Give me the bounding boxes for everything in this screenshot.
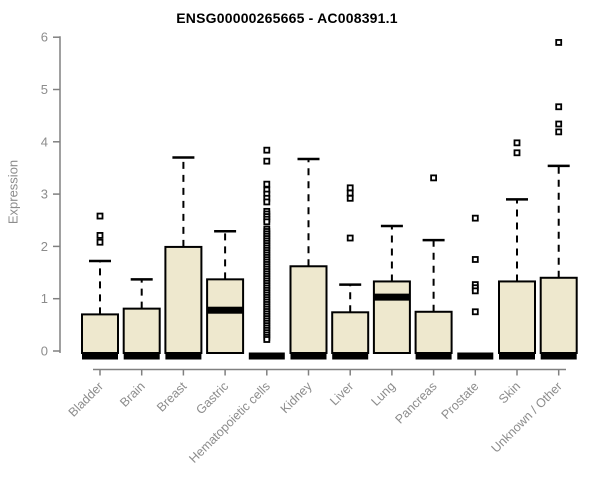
median-line	[82, 352, 118, 360]
chart-title: ENSG00000265665 - AC008391.1	[176, 10, 398, 26]
outlier-point	[471, 308, 479, 316]
outlier-point	[346, 184, 354, 192]
y-tick-label: 0	[41, 344, 48, 359]
x-tick-label: Hematopoietic cells	[186, 379, 273, 466]
box-lung	[372, 280, 411, 355]
outlier-point	[96, 238, 104, 246]
outlier-point	[555, 128, 563, 136]
y-tick-label: 4	[41, 134, 48, 149]
x-tick-label: Lung	[368, 379, 398, 409]
box-bladder	[81, 313, 119, 355]
outlier-point	[263, 218, 271, 226]
x-tick-label: Liver	[327, 379, 356, 408]
x-tick-label: Breast	[154, 379, 190, 415]
y-tick-label: 1	[41, 291, 48, 306]
median-line	[415, 352, 452, 360]
outlier-point	[555, 39, 563, 46]
x-tick-label: Pancreas	[392, 379, 439, 426]
x-tick-label: Prostate	[439, 379, 482, 422]
box-brain	[122, 307, 161, 354]
x-tick-label: Brain	[117, 379, 148, 410]
median-line	[248, 352, 285, 360]
outlier-point	[263, 336, 271, 343]
box-gastric	[206, 278, 245, 354]
outlier-point	[346, 194, 354, 202]
outlier-point	[513, 139, 521, 147]
box-breast	[164, 245, 203, 355]
y-tick-label: 3	[41, 187, 48, 202]
x-tick-label: Kidney	[278, 379, 315, 416]
box-skin	[498, 280, 536, 355]
x-tick-label: Skin	[496, 379, 523, 406]
median-line	[332, 352, 369, 360]
box-pancreas	[414, 310, 453, 354]
outlier-point	[430, 174, 438, 182]
outlier-point	[96, 212, 104, 220]
outlier-point	[346, 189, 354, 197]
outlier-point	[471, 256, 479, 263]
outlier-point	[263, 157, 271, 165]
median-line	[373, 293, 410, 301]
outlier-point	[263, 180, 271, 188]
y-tick-label: 5	[41, 82, 48, 97]
median-line	[540, 352, 577, 360]
y-tick-label: 2	[41, 239, 48, 254]
outlier-point	[471, 214, 479, 222]
outlier-point	[263, 198, 271, 206]
outlier-point	[471, 287, 479, 295]
outlier-point	[346, 234, 354, 242]
outlier-point	[555, 120, 563, 128]
outlier-point	[263, 146, 271, 154]
median-line	[123, 352, 160, 360]
x-tick-label: Bladder	[66, 379, 106, 419]
outlier-point	[96, 232, 104, 239]
median-line	[457, 352, 494, 360]
median-line	[165, 352, 202, 360]
x-tick-label: Gastric	[193, 379, 231, 417]
median-line	[499, 352, 535, 360]
median-line	[290, 352, 327, 360]
outlier-point	[513, 149, 521, 157]
median-line	[207, 306, 244, 314]
y-tick-label: 6	[41, 30, 48, 45]
box-liver	[331, 311, 370, 355]
box-unknown-other	[539, 276, 578, 354]
box-kidney	[289, 265, 328, 354]
x-tick-label: Unknown / Other	[489, 379, 565, 455]
outlier-point	[555, 103, 563, 111]
